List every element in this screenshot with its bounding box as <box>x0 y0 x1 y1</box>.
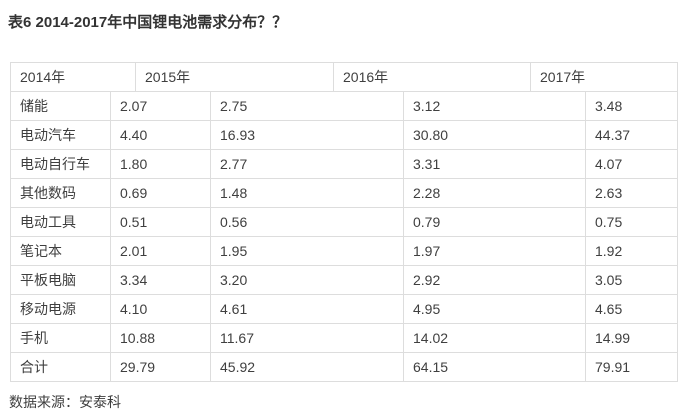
table-cell: 1.48 <box>210 179 403 207</box>
row-label: 合计 <box>20 359 48 375</box>
table-row: 其他数码 0.69 1.48 2.28 2.63 <box>11 178 677 207</box>
table-cell: 16.93 <box>210 121 403 149</box>
lithium-battery-demand-table: 2014年 2015年 2016年 2017年 储能 2.07 2.75 3.1… <box>10 62 678 382</box>
table-cell: 79.91 <box>585 353 677 381</box>
column-header-2016: 2016年 <box>333 63 530 91</box>
table-cell: 45.92 <box>210 353 403 381</box>
table-cell: 0.69 <box>110 179 210 207</box>
column-header-2015: 2015年 <box>135 63 333 91</box>
table-cell: 4.10 <box>110 295 210 323</box>
row-label: 电动工具 <box>20 214 76 230</box>
table-cell: 3.48 <box>585 92 677 120</box>
table-row: 电动汽车 4.40 16.93 30.80 44.37 <box>11 120 677 149</box>
table-cell: 3.31 <box>403 150 585 178</box>
table-cell: 30.80 <box>403 121 585 149</box>
column-header-2017: 2017年 <box>530 63 677 91</box>
table-cell: 10.88 <box>110 324 210 352</box>
table-cell: 2.75 <box>210 92 403 120</box>
table-cell: 64.15 <box>403 353 585 381</box>
table-row: 电动自行车 1.80 2.77 3.31 4.07 <box>11 149 677 178</box>
table-cell: 14.99 <box>585 324 677 352</box>
table-cell: 3.20 <box>210 266 403 294</box>
table-title: 表6 2014-2017年中国锂电池需求分布？？ <box>8 14 288 31</box>
table-cell: 44.37 <box>585 121 677 149</box>
table-cell: 4.65 <box>585 295 677 323</box>
table-row: 平板电脑 3.34 3.20 2.92 3.05 <box>11 265 677 294</box>
table-cell: 3.34 <box>110 266 210 294</box>
row-label: 其他数码 <box>20 185 76 201</box>
table-cell: 14.02 <box>403 324 585 352</box>
row-label: 电动汽车 <box>20 127 76 143</box>
row-label: 平板电脑 <box>20 272 76 288</box>
table-cell: 1.80 <box>110 150 210 178</box>
table-header-row: 2014年 2015年 2016年 2017年 <box>11 63 677 91</box>
table-row-total: 合计 29.79 45.92 64.15 79.91 <box>11 352 677 381</box>
table-cell: 4.40 <box>110 121 210 149</box>
table-cell: 4.07 <box>585 150 677 178</box>
table-cell: 11.67 <box>210 324 403 352</box>
table-row: 移动电源 4.10 4.61 4.95 4.65 <box>11 294 677 323</box>
table-cell: 0.51 <box>110 208 210 236</box>
table-cell: 0.75 <box>585 208 677 236</box>
table-cell: 2.01 <box>110 237 210 265</box>
table-row: 电动工具 0.51 0.56 0.79 0.75 <box>11 207 677 236</box>
table-cell: 2.63 <box>585 179 677 207</box>
table-cell: 4.61 <box>210 295 403 323</box>
table-cell: 4.95 <box>403 295 585 323</box>
table-cell: 2.28 <box>403 179 585 207</box>
table-cell: 3.12 <box>403 92 585 120</box>
row-label: 电动自行车 <box>20 156 90 172</box>
table-cell: 1.97 <box>403 237 585 265</box>
table-cell: 0.56 <box>210 208 403 236</box>
table-row: 储能 2.07 2.75 3.12 3.48 <box>11 91 677 120</box>
column-header-2014: 2014年 <box>20 69 66 85</box>
table-cell: 1.92 <box>585 237 677 265</box>
row-label: 储能 <box>20 98 48 114</box>
row-label: 手机 <box>20 330 48 346</box>
table-cell: 1.95 <box>210 237 403 265</box>
table-cell: 3.05 <box>585 266 677 294</box>
table-row: 笔记本 2.01 1.95 1.97 1.92 <box>11 236 677 265</box>
row-label: 移动电源 <box>20 301 76 317</box>
row-label: 笔记本 <box>20 243 62 259</box>
table-cell: 2.77 <box>210 150 403 178</box>
table-cell: 0.79 <box>403 208 585 236</box>
data-source-note: 数据来源：安泰科 <box>9 394 121 410</box>
table-cell: 29.79 <box>110 353 210 381</box>
table-cell: 2.07 <box>110 92 210 120</box>
table-cell: 2.92 <box>403 266 585 294</box>
table-row: 手机 10.88 11.67 14.02 14.99 <box>11 323 677 352</box>
